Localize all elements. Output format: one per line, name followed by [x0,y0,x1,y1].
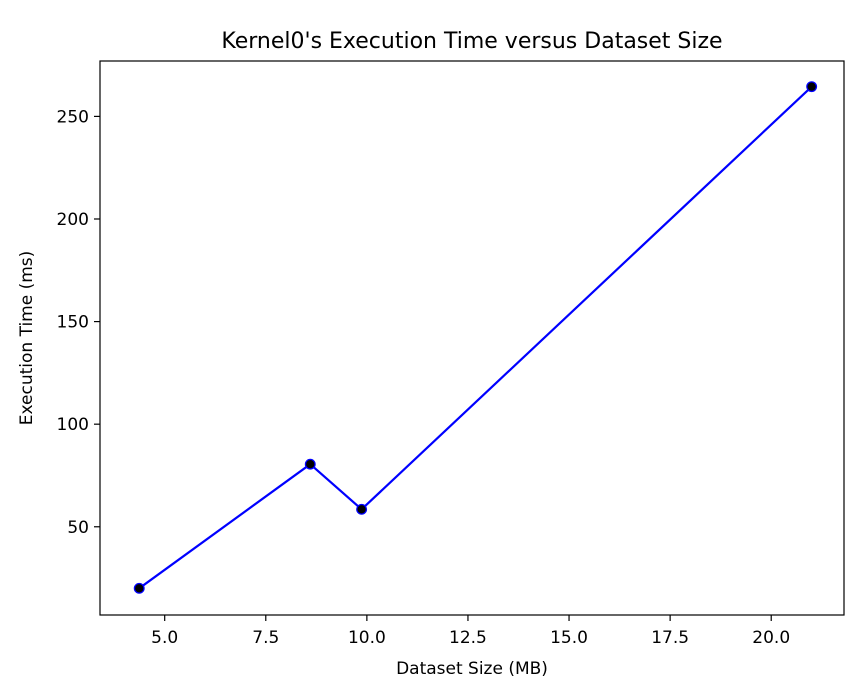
data-point [304,458,316,470]
y-tick-label: 150 [57,313,89,333]
x-tick-label: 10.0 [348,628,386,648]
series-line [138,85,813,590]
y-tick-label: 50 [67,518,89,538]
x-tick-label: 17.5 [651,628,689,648]
data-point [806,81,818,93]
x-axis-label: Dataset Size (MB) [396,659,548,679]
plot-frame [99,60,845,616]
y-tick-label: 200 [57,210,89,230]
x-tick-label: 20.0 [752,628,790,648]
y-axis-label: Execution Time (ms) [17,251,37,426]
series-layer [133,81,818,594]
x-tick-label: 5.0 [151,628,178,648]
x-tick-label: 12.5 [449,628,487,648]
y-tick-label: 100 [57,415,89,435]
x-axis: 5.0 7.5 10.0 12.5 15.0 17.5 20.0 [151,615,790,648]
x-tick-label: 7.5 [252,628,279,648]
data-point [356,503,368,515]
x-tick-label: 15.0 [550,628,588,648]
data-point [133,582,145,594]
y-tick-label: 250 [57,107,89,127]
chart-title: Kernel0's Execution Time versus Dataset … [221,29,722,54]
y-axis: 50 100 150 200 250 [57,107,100,538]
plot-area [99,60,845,616]
